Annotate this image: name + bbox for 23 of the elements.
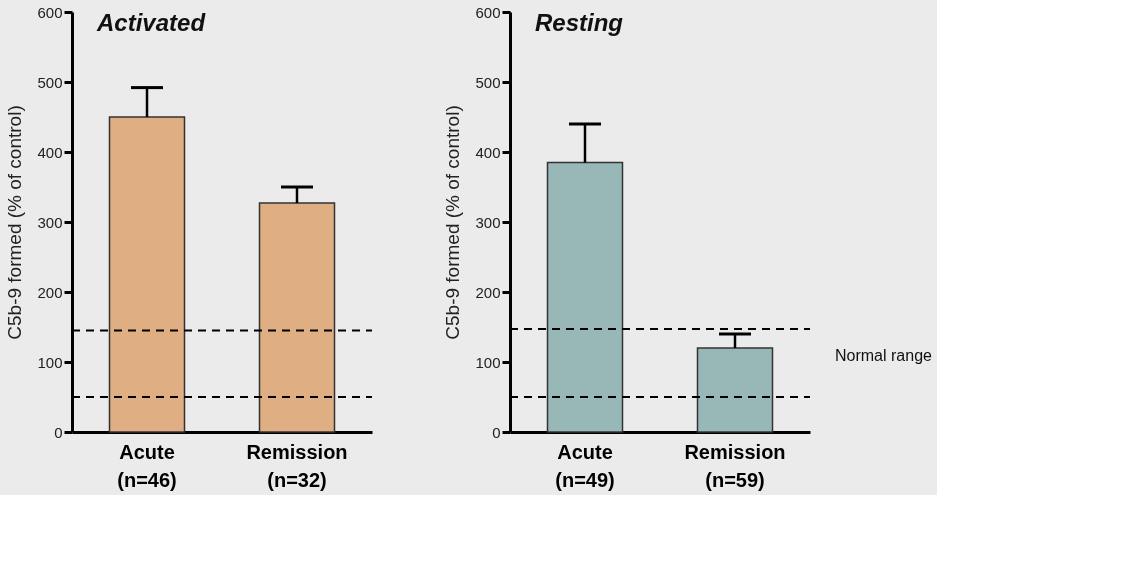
y-tick-label: 100 xyxy=(475,353,501,371)
y-tick-label: 600 xyxy=(475,3,501,21)
y-tick-label: 300 xyxy=(475,213,501,231)
y-tick-label: 500 xyxy=(37,73,63,91)
x-tick-label: Remission (n=59) xyxy=(684,440,786,491)
chart-title: Resting xyxy=(535,9,624,36)
x-tick-label: Remission (n=32) xyxy=(246,440,348,491)
y-axis-title: C5b-9 formed (% of control) xyxy=(442,105,464,340)
y-tick-label: 200 xyxy=(475,283,501,301)
text: Normal range xyxy=(835,347,933,365)
y-tick-label: 500 xyxy=(475,73,501,91)
y-axis-title: C5b-9 formed (% of control) xyxy=(4,105,26,340)
y-tick-label: 600 xyxy=(37,3,63,21)
y-tick-label: 400 xyxy=(37,143,63,161)
chart-title: Activated xyxy=(96,9,207,36)
y-tick-label: 100 xyxy=(37,353,63,371)
y-tick-label: 0 xyxy=(492,423,501,441)
y-tick-label: 200 xyxy=(37,283,63,301)
y-tick-label: 400 xyxy=(475,143,501,161)
y-tick-label: 0 xyxy=(54,423,63,441)
x-tick-label: Acute (n=46) xyxy=(117,440,177,491)
y-tick-label: 300 xyxy=(37,213,63,231)
x-tick-label: Acute (n=49) xyxy=(555,440,615,491)
